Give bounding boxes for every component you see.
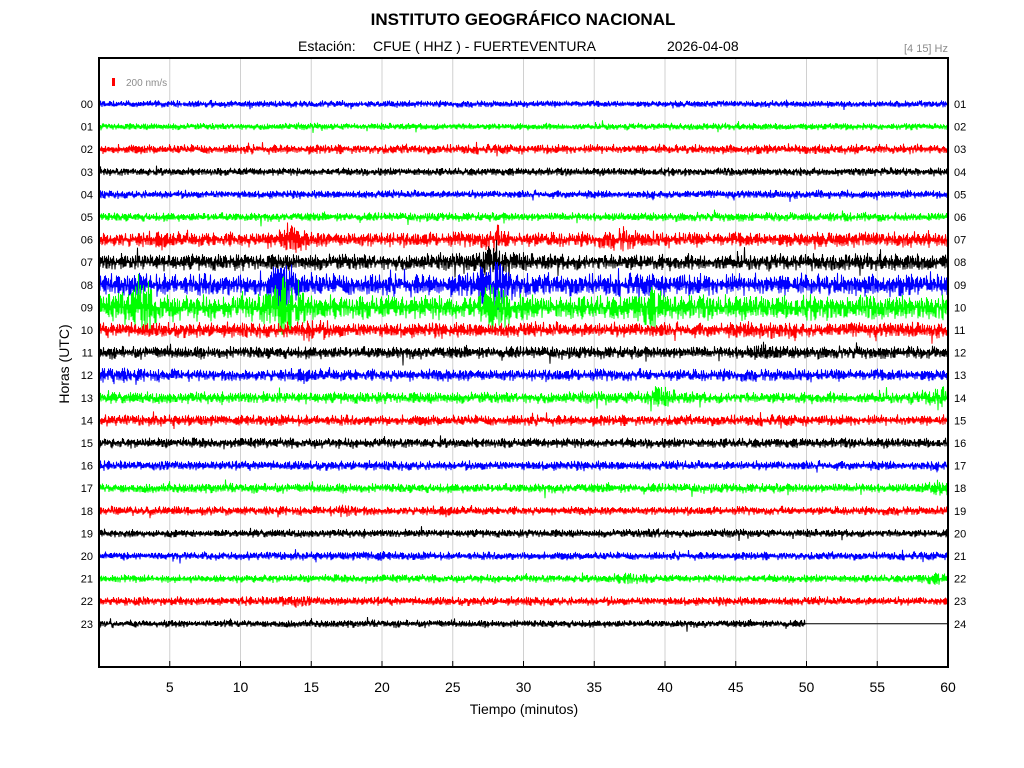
x-tick-label-7: 40: [657, 679, 673, 695]
x-tick-label-4: 25: [445, 679, 461, 695]
hour-label-right-6: 07: [954, 235, 966, 247]
hour-label-right-7: 08: [954, 257, 966, 269]
trace-hour-06: [99, 222, 949, 253]
hour-label-left-17: 17: [81, 483, 93, 495]
scale-bar: [112, 78, 115, 86]
scale-label: 200 nm/s: [126, 78, 167, 89]
trace-hour-10: [99, 319, 949, 344]
hour-label-right-19: 20: [954, 528, 966, 540]
hour-label-left-6: 06: [81, 235, 93, 247]
trace-hour-07: [99, 239, 949, 279]
hour-label-right-15: 16: [954, 438, 966, 450]
hour-label-right-17: 18: [954, 483, 966, 495]
trace-hour-09: [99, 273, 949, 335]
hour-label-left-3: 03: [81, 167, 93, 179]
seismic-traces: [99, 99, 949, 632]
trace-hour-00: [99, 99, 949, 111]
hour-label-right-0: 01: [954, 99, 966, 111]
x-tick-label-1: 10: [233, 679, 249, 695]
hour-label-left-7: 07: [81, 257, 93, 269]
hour-label-left-23: 23: [81, 619, 93, 631]
hour-label-left-8: 08: [81, 280, 93, 292]
hour-label-left-10: 10: [81, 325, 93, 337]
hour-label-left-20: 20: [81, 551, 93, 563]
hour-label-right-9: 10: [954, 302, 966, 314]
x-tick-label-6: 35: [586, 679, 602, 695]
trace-hour-02: [99, 141, 949, 157]
hour-label-right-22: 23: [954, 596, 966, 608]
hour-label-left-5: 05: [81, 212, 93, 224]
trace-hour-05: [99, 209, 949, 227]
trace-hour-03: [99, 165, 949, 177]
x-tick-label-8: 45: [728, 679, 744, 695]
x-axis-label: Tiempo (minutos): [470, 701, 578, 717]
hour-label-right-1: 02: [954, 122, 966, 134]
hour-label-left-12: 12: [81, 370, 93, 382]
x-tick-label-5: 30: [516, 679, 532, 695]
hour-label-left-22: 22: [81, 596, 93, 608]
station-prefix: Estación:: [298, 38, 356, 54]
hour-label-left-19: 19: [81, 528, 93, 540]
station-name: CFUE ( HHZ ) - FUERTEVENTURA: [373, 38, 597, 54]
hour-label-right-5: 06: [954, 212, 966, 224]
trace-hour-21: [99, 572, 949, 585]
trace-hour-04: [99, 189, 949, 202]
hour-label-left-9: 09: [81, 302, 93, 314]
hour-label-left-21: 21: [81, 574, 93, 586]
trace-hour-13: [99, 386, 949, 412]
hour-label-right-10: 11: [954, 325, 965, 337]
trace-hour-19: [99, 526, 949, 542]
hour-labels-left: 00 01 02 03 04 05 06 07 08 09 10 11 12 13 14 15 16 17 18 19…: [81, 99, 93, 631]
x-tick-label-9: 50: [799, 679, 815, 695]
trace-hour-18: [99, 504, 949, 519]
hour-label-left-16: 16: [81, 461, 93, 473]
hour-label-right-13: 14: [954, 393, 966, 405]
x-tick-label-3: 20: [374, 679, 390, 695]
filter-band: [4 15] Hz: [904, 43, 948, 55]
hour-label-left-4: 04: [81, 189, 93, 201]
hour-label-right-12: 13: [954, 370, 966, 382]
trace-hour-12: [99, 367, 949, 385]
hour-label-left-0: 00: [81, 99, 93, 111]
hour-label-left-11: 11: [82, 348, 93, 360]
hour-label-right-23: 24: [954, 619, 966, 631]
hour-label-left-14: 14: [81, 415, 93, 427]
hour-label-right-11: 12: [954, 348, 966, 360]
hour-label-right-16: 17: [954, 461, 966, 473]
hour-label-left-15: 15: [81, 438, 93, 450]
hour-label-right-18: 19: [954, 506, 966, 518]
hour-label-left-18: 18: [81, 506, 93, 518]
chart-title: INSTITUTO GEOGRÁFICO NACIONAL: [371, 10, 676, 29]
trace-hour-17: [99, 479, 949, 499]
hour-label-left-13: 13: [81, 393, 93, 405]
trace-hour-11: [99, 341, 949, 366]
trace-hour-08: [99, 261, 949, 321]
x-tick-label-0: 5: [166, 679, 174, 695]
y-axis-label: Horas (UTC): [56, 324, 72, 403]
hour-label-right-3: 04: [954, 167, 966, 179]
trace-hour-01: [99, 120, 949, 133]
hour-label-left-1: 01: [81, 122, 93, 134]
hour-label-right-2: 03: [954, 144, 966, 156]
x-tick-label-11: 60: [940, 679, 956, 695]
x-tick-label-2: 15: [303, 679, 319, 695]
hour-labels-right: 01 02 03 04 05 06 07 08 09 10 11 12 13 14 15 16 17 18 19 20…: [954, 99, 966, 631]
x-tick-label-10: 55: [869, 679, 885, 695]
record-date: 2026-04-08: [667, 38, 739, 54]
hour-label-right-4: 05: [954, 189, 966, 201]
hour-label-right-8: 09: [954, 280, 966, 292]
trace-hour-16: [99, 459, 949, 473]
x-axis-ticks: 5 10 15 20 25 30 35 40 45 50 55 60: [166, 661, 956, 695]
trace-hour-22: [99, 595, 949, 608]
hour-label-left-2: 02: [81, 144, 93, 156]
hour-label-right-20: 21: [954, 551, 966, 563]
trace-hour-15: [99, 435, 949, 450]
trace-hour-20: [99, 549, 949, 564]
trace-hour-23: [99, 616, 807, 632]
hour-label-right-21: 22: [954, 574, 966, 586]
trace-hour-14: [99, 411, 949, 430]
hour-label-right-14: 15: [954, 415, 966, 427]
